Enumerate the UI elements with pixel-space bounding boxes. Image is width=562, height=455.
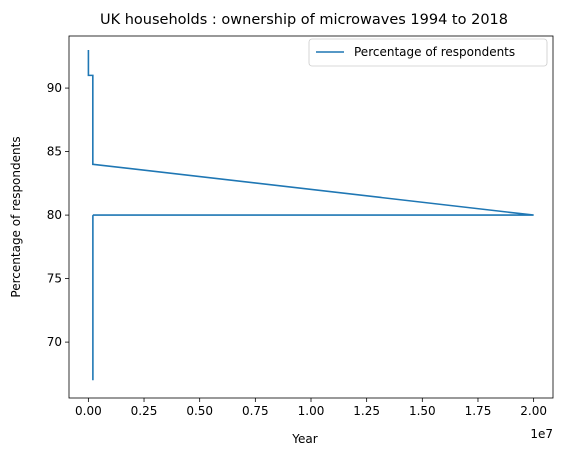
y-tick-label: 90 [47, 81, 62, 95]
chart-title: UK households : ownership of microwaves … [100, 12, 508, 28]
x-tick-label: 1.75 [465, 404, 492, 418]
x-tick-label: 0.25 [131, 404, 158, 418]
line-layer [87, 49, 534, 381]
x-tick-label: 1.25 [353, 404, 380, 418]
x-tick-label: 1.50 [409, 404, 436, 418]
plot-area [69, 36, 553, 398]
y-tick-label: 85 [47, 145, 62, 159]
x-axis-offset-text: 1e7 [530, 427, 553, 441]
x-axis-ticks: 0.00 0.25 0.50 0.75 1.00 1.25 1.50 1.75 2.00 [75, 398, 547, 418]
x-tick-label: 0.00 [75, 404, 102, 418]
x-tick-label: 0.50 [186, 404, 213, 418]
x-tick-label: 1.00 [298, 404, 325, 418]
x-tick-label: 0.75 [242, 404, 269, 418]
plot-frame [68, 35, 554, 399]
y-axis-ticks: 70 75 80 85 90 [47, 81, 69, 349]
x-tick-label: 2.00 [520, 404, 547, 418]
y-tick-label: 75 [47, 272, 62, 286]
x-axis-title: Year [291, 432, 317, 446]
y-tick-label: 80 [47, 208, 62, 222]
y-axis-title: Percentage of respondents [9, 136, 23, 297]
legend: Percentage of respondents [308, 38, 548, 67]
series-line-0 [87, 49, 534, 381]
legend-box [308, 38, 548, 67]
legend-entry-label: Percentage of respondents [354, 45, 515, 59]
y-tick-label: 70 [47, 335, 62, 349]
